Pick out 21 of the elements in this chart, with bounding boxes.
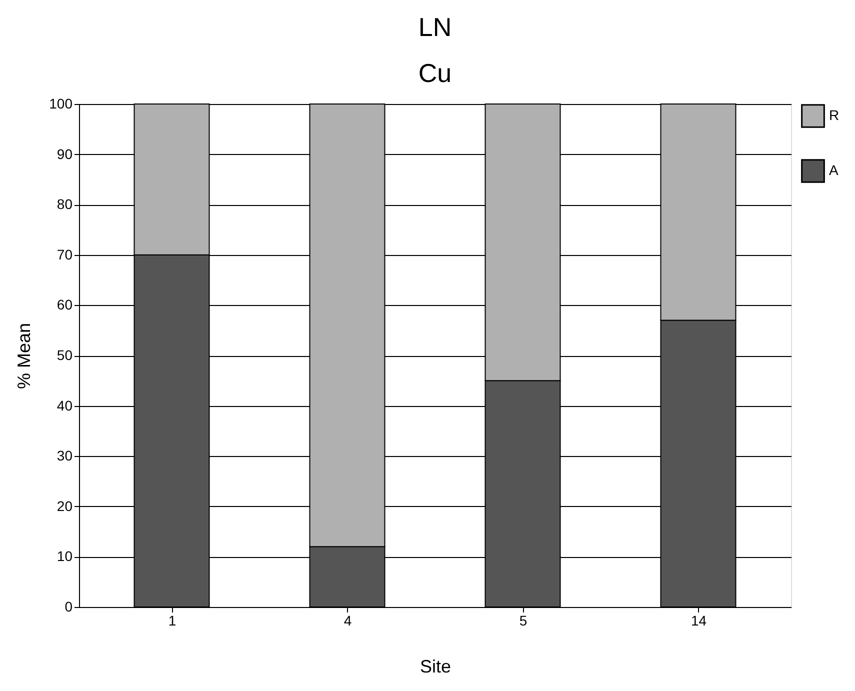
y-tick-label: 60: [56, 296, 73, 313]
chart-subtitle: Cu: [418, 58, 452, 88]
y-tick-label: 100: [49, 96, 73, 112]
y-tick-label: 10: [56, 548, 73, 564]
y-tick-label: 40: [56, 397, 73, 414]
y-tick-label: 50: [56, 347, 73, 363]
x-tick-label: 1: [168, 612, 176, 628]
x-tick-label: 14: [690, 612, 707, 628]
y-tick-label: 90: [56, 146, 73, 162]
y-tick-label: 30: [56, 448, 73, 464]
x-axis-title: Site: [420, 656, 452, 676]
y-tick-label: 70: [56, 246, 73, 262]
legend-label: A: [829, 162, 839, 178]
y-tick-label: 80: [56, 196, 73, 212]
legend-label: R: [829, 107, 840, 123]
x-tick-label: 4: [344, 612, 352, 628]
x-tick-label: 5: [519, 612, 528, 628]
y-axis-title: % Mean: [14, 322, 34, 390]
y-tick-label: 20: [56, 498, 73, 514]
chart-title: LN: [418, 12, 452, 42]
y-tick-label: 0: [64, 598, 73, 614]
